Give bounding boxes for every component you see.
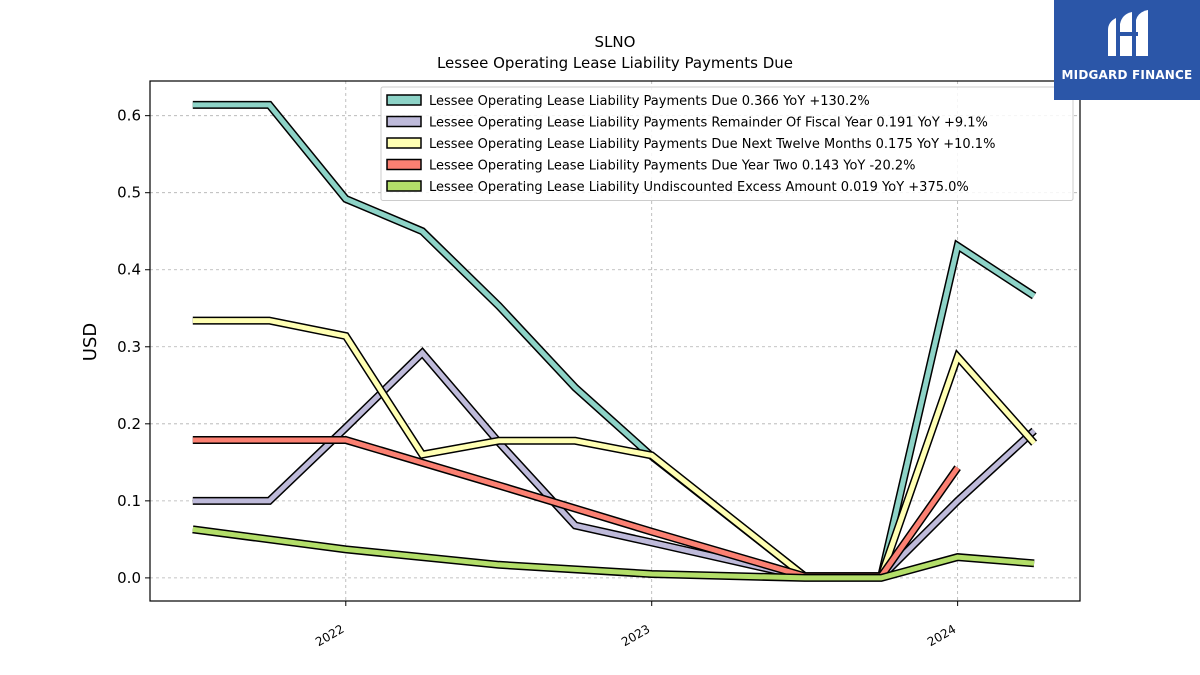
y-tick-label: 0.3 [117, 338, 141, 356]
chart-title: SLNO [595, 33, 636, 51]
legend-label: Lessee Operating Lease Liability Undisco… [429, 180, 969, 195]
brand-logo: MIDGARD FINANCE [1054, 0, 1200, 100]
series-line-1 [192, 349, 1036, 580]
y-tick-label: 0.4 [117, 261, 141, 279]
legend-label: Lessee Operating Lease Liability Payment… [429, 94, 870, 109]
legend: Lessee Operating Lease Liability Payment… [380, 86, 1074, 201]
x-tick-label: 2022 [313, 622, 346, 649]
x-tick-label: 2024 [925, 622, 958, 649]
brand-name: MIDGARD FINANCE [1061, 68, 1193, 82]
legend-swatch [386, 94, 422, 106]
legend-swatch [386, 137, 422, 149]
legend-label: Lessee Operating Lease Liability Payment… [429, 159, 915, 174]
y-tick-label: 0.0 [117, 569, 141, 587]
legend-swatch [386, 158, 422, 171]
chart-subtitle: Lessee Operating Lease Liability Payment… [437, 54, 793, 72]
legend-label: Lessee Operating Lease Liability Payment… [429, 137, 995, 152]
plot-frame [149, 80, 1081, 602]
series-line-4 [192, 526, 1035, 581]
legend-label: Lessee Operating Lease Liability Payment… [429, 116, 988, 131]
legend-swatch [386, 180, 422, 192]
series-layer [192, 100, 1038, 582]
y-tick-label: 0.2 [117, 415, 141, 433]
series-line-2 [192, 318, 1036, 579]
midgard-logo-mark-icon [1108, 10, 1148, 56]
y-axis-label: USD [80, 323, 101, 361]
legend-box [380, 86, 1074, 201]
series-line-0 [192, 102, 1036, 579]
x-tick-label: 2023 [619, 622, 652, 649]
y-tick-label: 0.6 [117, 107, 141, 125]
y-tick-label: 0.5 [117, 184, 141, 202]
y-tick-label: 0.1 [117, 492, 141, 510]
legend-swatch [386, 115, 422, 128]
